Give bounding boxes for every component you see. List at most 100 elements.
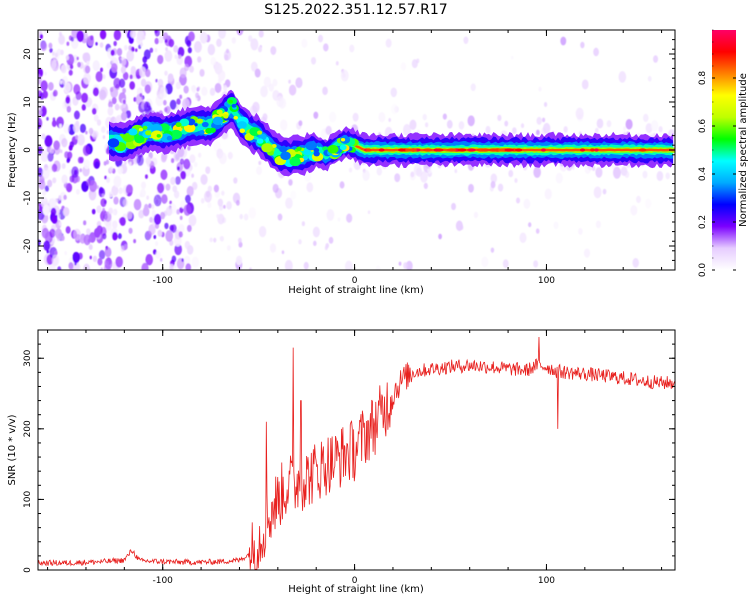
noise-speckle <box>43 30 47 35</box>
noise-speckle <box>138 66 147 78</box>
noise-speckle <box>403 124 411 137</box>
noise-speckle <box>123 44 128 51</box>
noise-speckle <box>99 42 104 48</box>
noise-speckle <box>200 198 205 204</box>
noise-speckle <box>178 223 185 234</box>
noise-speckle <box>197 56 202 63</box>
noise-speckle <box>328 236 334 244</box>
noise-speckle <box>92 255 98 263</box>
noise-speckle <box>53 140 60 151</box>
noise-speckle <box>504 120 509 127</box>
ridge-blob <box>216 109 223 115</box>
noise-speckle <box>101 193 105 198</box>
noise-speckle <box>145 156 152 165</box>
ridge-blob <box>223 114 229 119</box>
noise-speckle <box>143 101 151 112</box>
ridge-peak <box>504 148 515 152</box>
noise-speckle <box>98 89 107 101</box>
snr-frame <box>37 329 676 571</box>
noise-speckle <box>192 89 196 94</box>
noise-speckle <box>160 169 168 180</box>
noise-speckle <box>41 227 49 239</box>
ridge-peak <box>457 148 467 152</box>
noise-speckle <box>110 49 115 56</box>
noise-speckle <box>606 120 612 128</box>
noise-speckle <box>92 60 100 72</box>
noise-speckle <box>278 97 287 109</box>
noise-speckle <box>44 185 49 192</box>
noise-speckle <box>90 35 94 41</box>
ridge-blob <box>231 103 237 108</box>
noise-speckle <box>106 130 110 135</box>
noise-speckle <box>197 152 202 158</box>
ridge-blob <box>209 127 216 133</box>
spectrogram-y-tick-label: -20 <box>23 238 33 253</box>
noise-speckle <box>47 179 53 188</box>
noise-speckle <box>181 258 184 263</box>
noise-speckle <box>88 244 93 251</box>
ridge-blob <box>170 129 183 140</box>
noise-speckle <box>122 87 126 94</box>
noise-speckle <box>508 169 514 178</box>
noise-speckle <box>86 228 91 235</box>
ridge-blob <box>339 144 347 151</box>
noise-speckle <box>258 226 267 238</box>
ridge-blob <box>145 130 152 136</box>
noise-speckle <box>224 54 229 61</box>
noise-speckle <box>349 44 355 53</box>
noise-speckle <box>226 201 232 210</box>
noise-speckle <box>46 249 50 254</box>
noise-speckle <box>119 216 126 226</box>
noise-speckle <box>44 71 47 76</box>
noise-speckle <box>400 62 407 71</box>
noise-speckle <box>63 123 70 134</box>
noise-speckle <box>250 61 258 72</box>
ridge-peak <box>365 148 372 152</box>
noise-speckle <box>164 107 168 113</box>
noise-speckle <box>398 261 402 266</box>
noise-speckle <box>51 254 60 267</box>
noise-speckle <box>94 161 100 169</box>
noise-speckle <box>205 166 211 174</box>
noise-speckle <box>100 267 104 270</box>
ridge-peak <box>446 148 457 152</box>
noise-speckle <box>66 41 70 46</box>
noise-speckle <box>133 97 137 102</box>
noise-speckle <box>543 122 551 134</box>
noise-speckle <box>348 167 353 173</box>
noise-speckle <box>104 247 112 258</box>
noise-speckle <box>153 235 157 239</box>
noise-speckle <box>220 235 224 242</box>
noise-speckle <box>118 187 123 195</box>
noise-speckle <box>262 113 268 121</box>
noise-speckle <box>61 163 66 169</box>
noise-speckle <box>416 58 420 64</box>
noise-speckle <box>170 224 177 233</box>
noise-speckle <box>442 113 447 120</box>
noise-speckle <box>164 50 173 62</box>
ridge-blob <box>201 121 209 128</box>
noise-speckle <box>54 250 58 256</box>
noise-speckle <box>157 54 164 65</box>
noise-speckle <box>536 129 540 136</box>
noise-speckle <box>108 207 113 215</box>
noise-speckle <box>88 127 94 135</box>
colorbar: 0.0 0.2 0.4 0.6 0.8 Normalized spectral ampl… <box>698 29 749 277</box>
noise-speckle <box>75 91 82 101</box>
snr-x-axis-label: Height of straight line (km) <box>288 584 424 595</box>
noise-speckle <box>176 55 184 66</box>
noise-speckle <box>375 265 381 270</box>
noise-speckle <box>485 125 491 134</box>
ridge-peak <box>580 148 586 152</box>
noise-speckle <box>249 267 252 270</box>
noise-speckle <box>563 126 568 133</box>
noise-speckle <box>64 251 68 256</box>
noise-speckle <box>140 78 147 87</box>
noise-speckle <box>290 190 297 200</box>
noise-speckle <box>199 69 205 77</box>
noise-speckle <box>520 123 525 129</box>
noise-speckle <box>103 161 107 166</box>
colorbar-tick-label: 0.8 <box>698 71 708 86</box>
noise-speckle <box>322 86 328 96</box>
